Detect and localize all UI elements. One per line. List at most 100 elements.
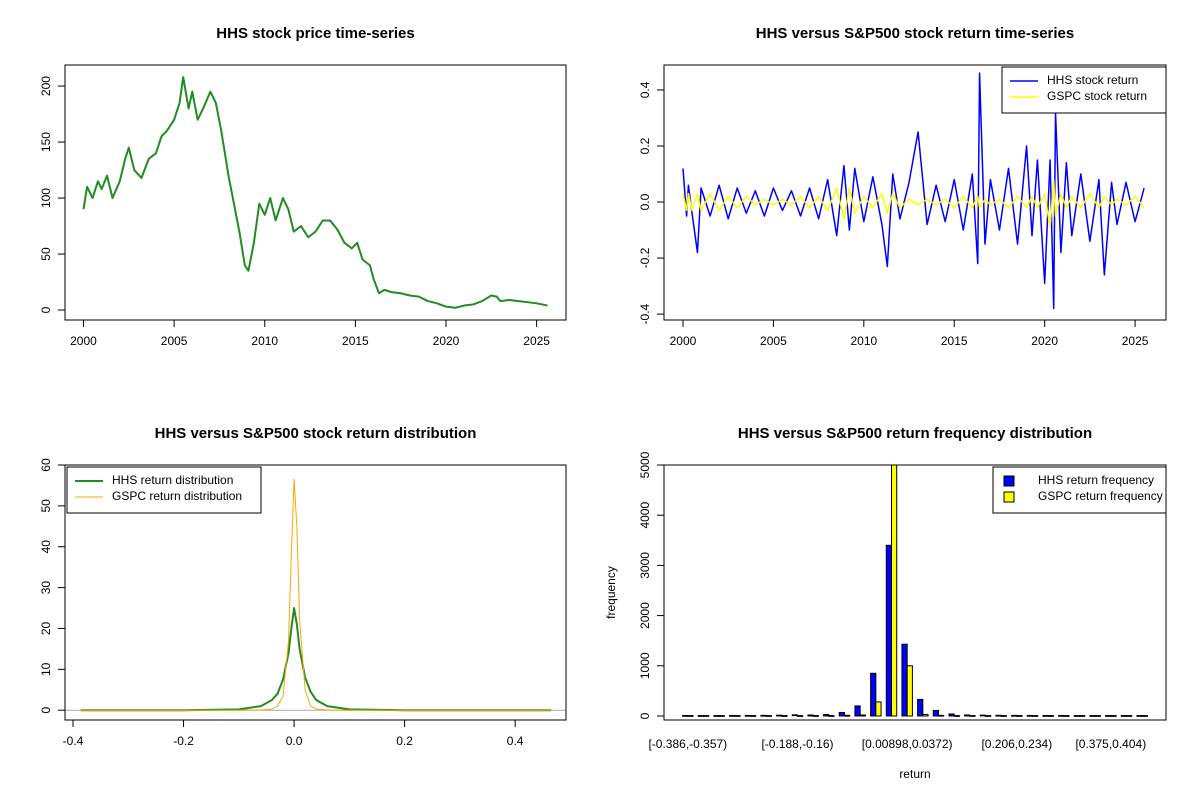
bar: [953, 715, 960, 717]
bar: [1105, 715, 1112, 717]
bar: [729, 714, 736, 717]
bar: [823, 713, 830, 717]
bar: [964, 714, 971, 717]
plot-area: [65, 478, 566, 712]
x-tick-label: 2020: [433, 334, 460, 348]
x-tick-label: 2010: [251, 334, 278, 348]
legend-label: GSPC return frequency: [1038, 489, 1163, 503]
x-tick-label: -0.4: [63, 734, 84, 748]
x-tick-label: [-0.188,-0.16): [761, 737, 833, 751]
bar: [885, 544, 892, 717]
bar: [781, 715, 788, 717]
series-line: [682, 178, 1145, 228]
bar: [682, 714, 689, 717]
bar: [1000, 715, 1007, 717]
panel: HHS versus S&P500 stock return distribut…: [39, 425, 567, 748]
bar: [1136, 715, 1143, 717]
bar: [917, 698, 924, 717]
bar: [687, 715, 694, 717]
bar: [985, 715, 992, 717]
bar: [1073, 715, 1081, 717]
legend-box: [992, 466, 1167, 514]
y-tick-label: -0.4: [638, 303, 652, 324]
y-tick-label: 0: [39, 306, 53, 313]
y-tick-label: 50: [39, 499, 53, 513]
plot-area: [682, 72, 1145, 310]
y-tick-label: 0.0: [638, 193, 652, 210]
plot-frame: [64, 64, 567, 321]
x-tick-label: [0.00898,0.0372): [862, 737, 953, 751]
legend-label: GSPC stock return: [1047, 89, 1147, 103]
plot-frame: [64, 464, 567, 721]
x-tick-label: -0.2: [173, 734, 194, 748]
x-tick-label: 2025: [523, 334, 550, 348]
y-tick-label: 3000: [638, 552, 652, 579]
y-tick-label: 0.2: [638, 137, 652, 154]
legend-swatch: [1003, 491, 1015, 503]
y-tick-label: 200: [39, 76, 53, 96]
y-tick-label: 10: [39, 662, 53, 676]
plot-area: [682, 465, 1148, 717]
panel: HHS stock price time-series 0 50 100 150 200 2…: [39, 25, 567, 348]
chart-title: HHS versus S&P500 return frequency distr…: [738, 425, 1092, 442]
y-tick-label: 60: [39, 458, 53, 472]
x-tick-label: 2005: [760, 334, 787, 348]
plot-area: [82, 76, 548, 309]
panel: HHS versus S&P500 return frequency distr…: [604, 425, 1167, 781]
bar: [702, 715, 710, 717]
x-tick-label: 2005: [161, 334, 188, 348]
bar: [838, 711, 845, 717]
bar: [901, 643, 908, 717]
series-line: [80, 607, 552, 712]
y-tick-label: 2000: [638, 602, 652, 629]
bar: [718, 715, 725, 717]
bar: [828, 715, 835, 717]
bar: [1110, 715, 1117, 717]
x-tick-label: 2020: [1031, 334, 1058, 348]
legend-label: HHS stock return: [1047, 73, 1138, 87]
legend-label: HHS return distribution: [112, 473, 233, 487]
x-tick-label: 0.0: [286, 734, 303, 748]
y-tick-label: 5000: [638, 451, 652, 478]
series-line: [80, 478, 552, 711]
bar: [1032, 715, 1039, 717]
series-line: [682, 72, 1145, 310]
y-tick-label: 0: [638, 712, 652, 719]
bar: [713, 715, 720, 717]
x-tick-label: 2010: [850, 334, 877, 348]
legend-box: [1001, 66, 1167, 114]
bar: [776, 714, 783, 717]
bar: [932, 709, 940, 717]
bar: [1016, 715, 1023, 717]
plot-frame: [663, 64, 1167, 321]
bar: [995, 714, 1002, 717]
series-line: [82, 76, 548, 309]
y-tick-label: -0.2: [638, 247, 652, 268]
x-tick-label: 2015: [342, 334, 369, 348]
legend-box: [66, 466, 262, 514]
bar: [1063, 715, 1070, 717]
bar: [870, 672, 877, 717]
x-tick-label: 2000: [70, 334, 97, 348]
bar: [1141, 715, 1148, 717]
chart-title: HHS versus S&P500 stock return time-seri…: [756, 25, 1074, 42]
bar: [1042, 714, 1049, 717]
bar: [812, 715, 819, 717]
bar: [906, 665, 913, 717]
legend-label: GSPC return distribution: [112, 489, 242, 503]
chart-title: HHS versus S&P500 stock return distribut…: [155, 425, 477, 442]
bar: [807, 714, 814, 717]
x-tick-label: 0.2: [396, 734, 413, 748]
bar: [875, 701, 882, 717]
bar: [938, 714, 945, 717]
x-tick-label: [-0.386,-0.357): [648, 737, 727, 751]
bar: [749, 715, 757, 717]
y-tick-label: 20: [39, 621, 53, 635]
bar: [1079, 715, 1086, 717]
bar: [948, 713, 955, 717]
y-tick-label: 150: [39, 132, 53, 152]
y-tick-label: 50: [39, 247, 53, 261]
